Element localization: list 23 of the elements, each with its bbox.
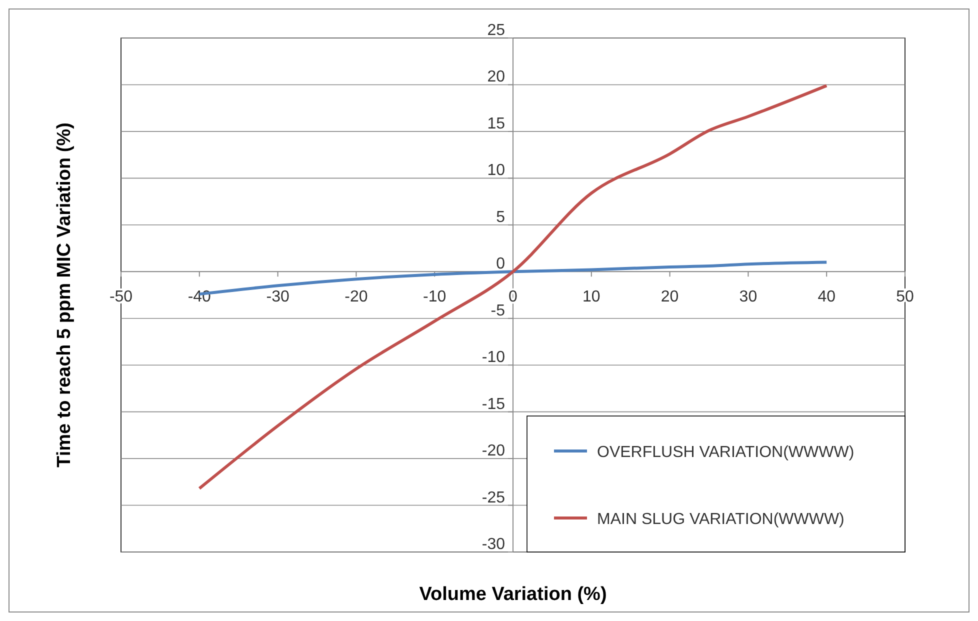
legend-label: MAIN SLUG VARIATION(WWWW) [597, 511, 844, 528]
y-tick-label: -25 [482, 489, 506, 506]
y-axis-title: Time to reach 5 ppm MIC Variation (%) [54, 122, 75, 468]
y-tick-label: 15 [487, 115, 506, 132]
y-tick-label: -20 [482, 442, 506, 460]
x-tick-label: 30 [739, 288, 758, 306]
y-tick-label: -10 [482, 349, 506, 366]
y-tick-label: -5 [490, 302, 506, 320]
y-tick-label: 25 [487, 22, 506, 39]
y-tick-label: -30 [482, 536, 506, 553]
x-tick-label: -20 [344, 288, 368, 306]
legend-label: OVERFLUSH VARIATION(WWWW) [597, 444, 854, 461]
x-tick-label: -30 [266, 288, 290, 306]
y-tick-label: -15 [482, 396, 506, 413]
x-tick-label: 10 [582, 288, 600, 306]
y-tick-label: 10 [487, 162, 506, 180]
y-tick-label: 5 [496, 208, 506, 226]
x-tick-label: 40 [818, 288, 836, 306]
x-tick-label: 20 [660, 288, 679, 306]
y-tick-label: 0 [496, 256, 506, 273]
x-axis-title: Volume Variation (%) [419, 584, 607, 605]
x-tick-label: -10 [423, 288, 446, 306]
y-tick-label: 20 [487, 68, 506, 86]
